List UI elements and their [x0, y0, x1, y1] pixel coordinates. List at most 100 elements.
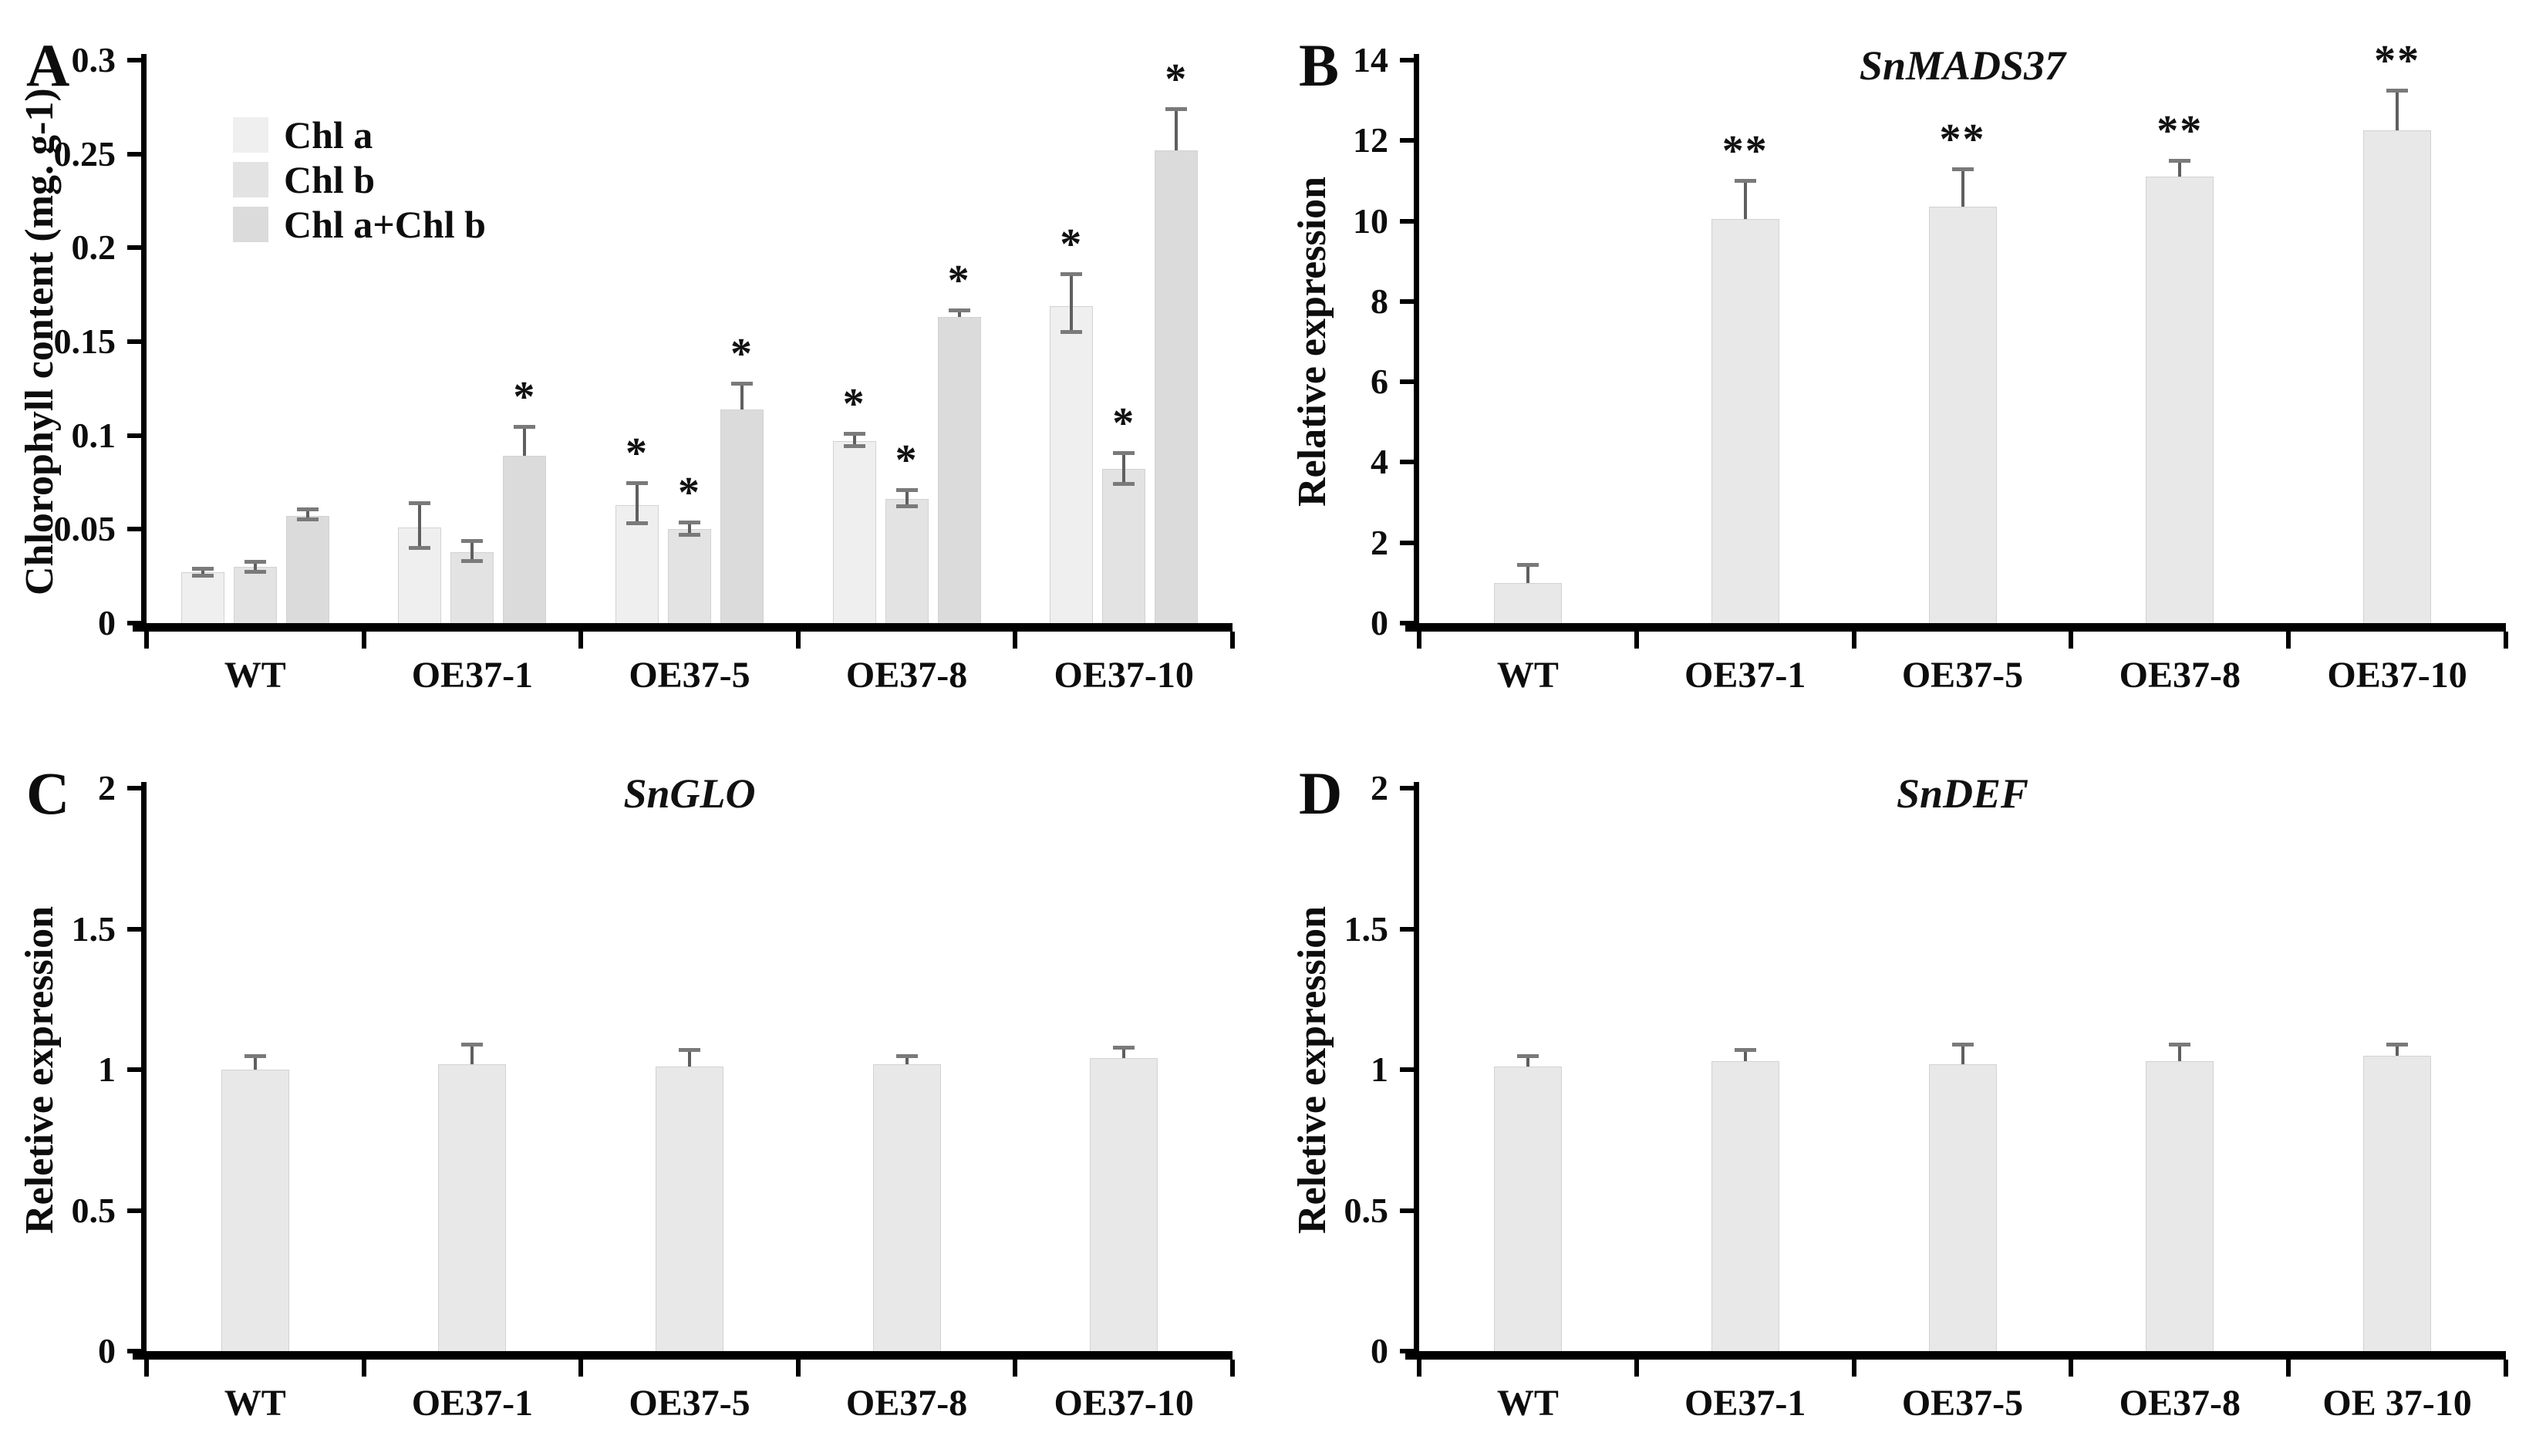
- x-tick: [1851, 1360, 1856, 1377]
- y-tick: [1400, 379, 1414, 385]
- significance-mark: **: [2157, 107, 2204, 156]
- bar: [1711, 218, 1779, 623]
- y-tick-label: 0.3: [71, 40, 116, 79]
- x-category-label: OE37-5: [1901, 1383, 2024, 1424]
- chart-title-c: SnGLO: [623, 770, 756, 817]
- y-tick: [1400, 926, 1414, 932]
- bar: [872, 1063, 941, 1351]
- y-tick: [127, 58, 141, 62]
- error-bar-cap-top: [296, 507, 319, 511]
- x-tick: [361, 1360, 366, 1377]
- legend-label: Chl a+Chl b: [284, 203, 486, 246]
- error-bar-cap-top: [244, 559, 266, 564]
- y-tick-label: 1.5: [71, 908, 116, 949]
- y-tick-label: 0.25: [53, 133, 116, 174]
- significance-mark: *: [1165, 56, 1189, 104]
- bar: [832, 440, 876, 623]
- x-tick: [1417, 1360, 1421, 1377]
- y-tick: [127, 245, 141, 251]
- error-bar-line: [1122, 452, 1126, 484]
- x-tick: [2286, 1360, 2291, 1377]
- legend-item: Chl a: [233, 116, 486, 154]
- error-bar-cap-top: [461, 1043, 484, 1047]
- x-category-label: OE37-10: [1054, 1383, 1194, 1424]
- x-tick: [1013, 632, 1018, 649]
- bar: [1102, 469, 1146, 623]
- error-bar-line: [957, 309, 961, 318]
- significance-mark: *: [626, 429, 649, 477]
- x-tick: [578, 632, 584, 649]
- x-tick: [1230, 632, 1235, 649]
- bar: [1711, 1061, 1779, 1351]
- x-tick: [578, 1360, 584, 1377]
- y-tick: [1400, 460, 1414, 465]
- error-bar-cap-top: [514, 424, 536, 429]
- error-bar-line: [1175, 109, 1179, 150]
- bar: [2146, 1061, 2214, 1351]
- significance-mark: *: [730, 329, 754, 378]
- error-bar-cap-top: [461, 538, 484, 543]
- bar: [2363, 1055, 2432, 1351]
- x-tick: [2504, 1360, 2508, 1377]
- x-tick: [2286, 632, 2291, 649]
- error-bar-line: [1743, 1050, 1747, 1062]
- error-bar-cap-top: [1113, 450, 1135, 455]
- x-tick: [795, 632, 801, 649]
- error-bar-line: [253, 561, 257, 573]
- error-bar-line: [2396, 90, 2399, 131]
- y-tick: [1400, 218, 1414, 224]
- error-bar-cap-top: [1951, 1043, 1974, 1047]
- panel-d: D SnDEF Reletive expression 2 1.5 1 0.5 0 WT O…: [1273, 728, 2546, 1456]
- chart-title-d: SnDEF: [1896, 770, 2029, 817]
- error-bar-cap-top: [191, 567, 214, 571]
- legend-item: Chl a+Chl b: [233, 205, 486, 244]
- significance-mark: *: [1112, 399, 1136, 447]
- panel-b: B SnMADS37 Relative expression 14 12 10 8 6 4…: [1273, 0, 2546, 728]
- error-bar-cap-bottom: [244, 570, 266, 575]
- significance-mark: *: [947, 256, 971, 305]
- error-bar-line: [1743, 180, 1747, 219]
- x-tick: [1851, 632, 1856, 649]
- error-bar-cap-top: [679, 520, 700, 524]
- error-bar-line: [253, 1055, 257, 1070]
- y-tick: [127, 1208, 141, 1213]
- y-tick-label: 10: [1353, 201, 1388, 241]
- y-tick: [127, 786, 141, 790]
- error-bar-cap-top: [626, 480, 648, 485]
- bar: [503, 456, 547, 623]
- error-bar-cap-top: [244, 1053, 266, 1058]
- y-tick: [127, 527, 141, 532]
- x-tick: [1634, 1360, 1639, 1377]
- significance-mark: *: [678, 468, 701, 517]
- legend-label: Chl a: [284, 113, 373, 157]
- error-bar-cap-top: [948, 308, 970, 312]
- x-category-label: WT: [224, 1383, 286, 1424]
- bar: [656, 1067, 723, 1351]
- x-tick: [2504, 632, 2508, 649]
- significance-mark: *: [842, 380, 866, 429]
- error-bar-line: [470, 540, 474, 561]
- error-bar-cap-bottom: [409, 545, 431, 550]
- bar: [1050, 305, 1094, 623]
- significance-mark: *: [513, 372, 537, 421]
- x-tick: [144, 632, 149, 649]
- bar: [1090, 1058, 1158, 1351]
- error-bar-line: [740, 383, 744, 410]
- error-bar-cap-bottom: [626, 521, 648, 526]
- x-category-label: OE37-10: [1054, 655, 1194, 696]
- x-axis-line: [133, 623, 1233, 632]
- bar: [1928, 207, 1997, 623]
- x-category-label: OE37-8: [845, 1383, 968, 1424]
- y-tick-label: 0: [1371, 603, 1388, 642]
- error-bar-line: [523, 426, 527, 457]
- x-tick: [1013, 1360, 1018, 1377]
- x-category-label: OE37-5: [629, 655, 750, 696]
- error-bar-line: [2178, 160, 2182, 177]
- error-bar-cap-bottom: [461, 558, 484, 563]
- y-tick-label: 4: [1371, 442, 1388, 482]
- y-tick: [127, 151, 141, 157]
- y-tick: [1400, 1067, 1414, 1072]
- error-bar-cap-top: [1061, 272, 1083, 277]
- x-tick: [1634, 632, 1639, 649]
